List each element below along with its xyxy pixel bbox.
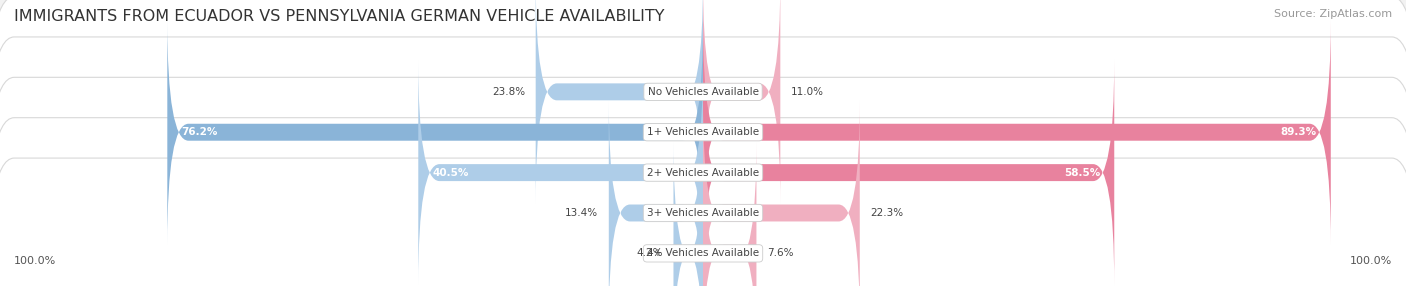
FancyBboxPatch shape — [703, 100, 860, 286]
Text: 58.5%: 58.5% — [1064, 168, 1099, 178]
Text: 4.2%: 4.2% — [637, 248, 664, 258]
FancyBboxPatch shape — [0, 158, 1406, 286]
Text: 1+ Vehicles Available: 1+ Vehicles Available — [647, 127, 759, 137]
FancyBboxPatch shape — [0, 77, 1406, 268]
Text: 13.4%: 13.4% — [565, 208, 599, 218]
Text: 4+ Vehicles Available: 4+ Vehicles Available — [647, 248, 759, 258]
FancyBboxPatch shape — [703, 19, 1330, 245]
FancyBboxPatch shape — [673, 141, 703, 286]
Text: 7.6%: 7.6% — [768, 248, 793, 258]
FancyBboxPatch shape — [536, 0, 703, 204]
Text: 40.5%: 40.5% — [433, 168, 468, 178]
FancyBboxPatch shape — [419, 60, 703, 285]
FancyBboxPatch shape — [703, 60, 1115, 285]
FancyBboxPatch shape — [167, 19, 703, 245]
Text: 23.8%: 23.8% — [492, 87, 526, 97]
FancyBboxPatch shape — [0, 118, 1406, 286]
Text: 11.0%: 11.0% — [790, 87, 824, 97]
FancyBboxPatch shape — [0, 37, 1406, 228]
Text: No Vehicles Available: No Vehicles Available — [648, 87, 758, 97]
FancyBboxPatch shape — [703, 0, 780, 204]
Text: 2+ Vehicles Available: 2+ Vehicles Available — [647, 168, 759, 178]
FancyBboxPatch shape — [609, 100, 703, 286]
Text: 22.3%: 22.3% — [870, 208, 904, 218]
Text: 76.2%: 76.2% — [181, 127, 218, 137]
Text: 3+ Vehicles Available: 3+ Vehicles Available — [647, 208, 759, 218]
Text: 100.0%: 100.0% — [1350, 256, 1392, 266]
Text: 89.3%: 89.3% — [1281, 127, 1317, 137]
Text: Source: ZipAtlas.com: Source: ZipAtlas.com — [1274, 9, 1392, 19]
FancyBboxPatch shape — [703, 141, 756, 286]
Text: IMMIGRANTS FROM ECUADOR VS PENNSYLVANIA GERMAN VEHICLE AVAILABILITY: IMMIGRANTS FROM ECUADOR VS PENNSYLVANIA … — [14, 9, 665, 23]
FancyBboxPatch shape — [0, 0, 1406, 187]
Text: 100.0%: 100.0% — [14, 256, 56, 266]
